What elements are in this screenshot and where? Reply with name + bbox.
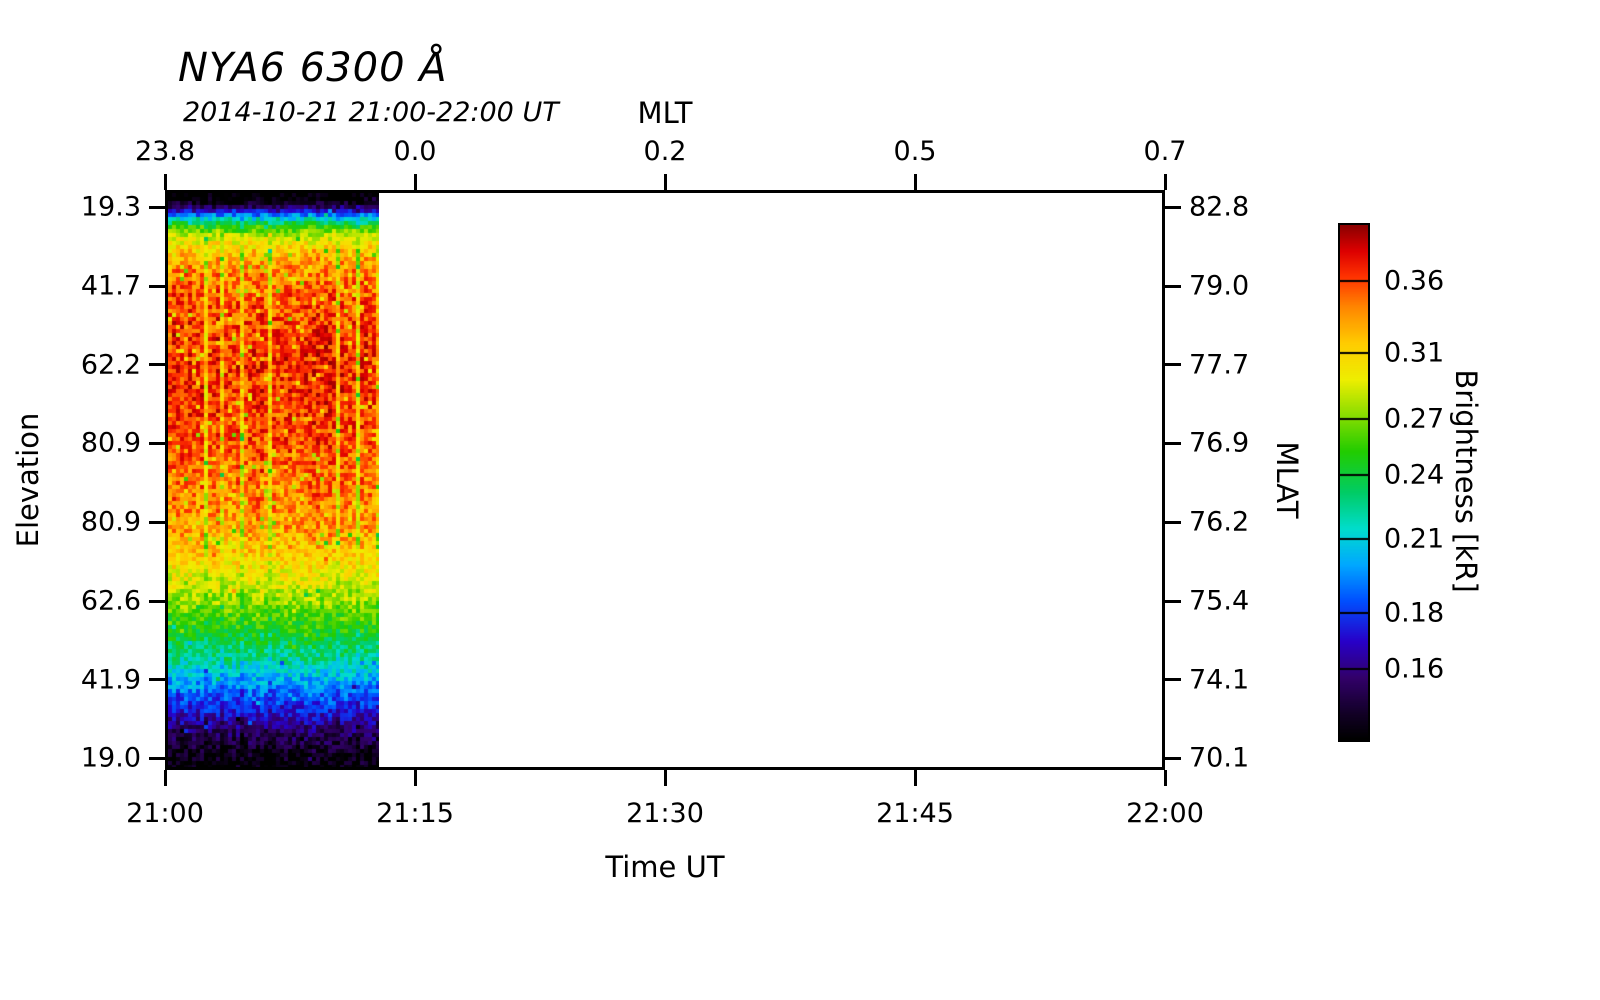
- left-axis-tick-label: 41.7: [80, 270, 141, 302]
- left-axis-tick: [149, 756, 165, 760]
- left-axis-tick: [149, 363, 165, 367]
- right-axis-tick: [1165, 599, 1181, 603]
- colorbar-tick-label: 0.31: [1384, 337, 1445, 369]
- colorbar-tick-label: 0.24: [1384, 459, 1445, 491]
- top-axis-tick-label: 0.7: [1143, 136, 1187, 167]
- top-axis-tick: [163, 174, 167, 190]
- right-axis-tick: [1165, 441, 1181, 445]
- right-axis-tick: [1165, 363, 1181, 367]
- x-axis-tick-label: 21:30: [626, 798, 704, 829]
- x-axis-tick: [1163, 770, 1167, 786]
- colorbar-tick-label: 0.36: [1384, 265, 1445, 297]
- right-axis-tick-label: 79.0: [1189, 270, 1250, 302]
- right-axis-tick: [1165, 678, 1181, 682]
- top-axis-tick-label: 0.2: [643, 136, 687, 167]
- right-axis-tick-label: 74.1: [1189, 664, 1250, 696]
- left-axis-tick: [149, 284, 165, 288]
- right-axis-tick: [1165, 756, 1181, 760]
- chart-title: NYA6 6300 Å: [178, 45, 448, 91]
- right-axis-tick-label: 82.8: [1189, 191, 1250, 223]
- colorbar: [1338, 223, 1370, 742]
- right-axis-tick: [1165, 205, 1181, 209]
- x-axis-tick-label: 21:00: [126, 798, 204, 829]
- top-axis-tick: [413, 174, 417, 190]
- left-axis-tick-label: 80.9: [80, 506, 141, 538]
- x-axis-tick: [163, 770, 167, 786]
- colorbar-tick-label: 0.16: [1384, 653, 1445, 685]
- x-axis-tick-label: 21:45: [876, 798, 954, 829]
- colorbar-label: Brightness [kR]: [1449, 369, 1483, 593]
- right-axis-tick-label: 77.7: [1189, 349, 1250, 381]
- left-axis-tick-label: 41.9: [80, 664, 141, 696]
- colorbar-tick-label: 0.21: [1384, 523, 1445, 555]
- left-axis-tick: [149, 441, 165, 445]
- left-axis-tick: [149, 599, 165, 603]
- colorbar-tick-label: 0.18: [1384, 597, 1445, 629]
- top-axis-tick: [913, 174, 917, 190]
- heatmap-canvas: [168, 193, 379, 767]
- x-axis-tick: [913, 770, 917, 786]
- right-axis-label: MLAT: [1270, 441, 1304, 519]
- x-axis-tick-label: 22:00: [1126, 798, 1204, 829]
- left-axis-label: Elevation: [11, 412, 45, 548]
- right-axis-tick-label: 76.9: [1189, 427, 1250, 459]
- colorbar-canvas: [1340, 225, 1368, 740]
- right-axis-tick-label: 75.4: [1189, 585, 1250, 617]
- left-axis-tick-label: 62.6: [80, 585, 141, 617]
- bottom-axis-label: Time UT: [605, 850, 725, 884]
- top-axis-tick: [663, 174, 667, 190]
- top-axis-tick-label: 23.8: [134, 136, 196, 167]
- right-axis-tick: [1165, 520, 1181, 524]
- x-axis-tick: [663, 770, 667, 786]
- x-axis-tick-label: 21:15: [376, 798, 454, 829]
- right-axis-tick: [1165, 284, 1181, 288]
- left-axis-tick-label: 19.3: [80, 191, 141, 223]
- right-axis-tick-label: 70.1: [1189, 742, 1250, 774]
- colorbar-tick-label: 0.27: [1384, 403, 1445, 435]
- left-axis-tick: [149, 205, 165, 209]
- left-axis-tick-label: 62.2: [80, 349, 141, 381]
- left-axis-tick-label: 19.0: [80, 742, 141, 774]
- top-axis-tick-label: 0.0: [393, 136, 437, 167]
- left-axis-tick: [149, 520, 165, 524]
- right-axis-tick-label: 76.2: [1189, 506, 1250, 538]
- plot-frame: [165, 190, 1165, 770]
- chart-subtitle: 2014-10-21 21:00-22:00 UT: [183, 97, 559, 128]
- top-axis-tick: [1163, 174, 1167, 190]
- left-axis-tick-label: 80.9: [80, 427, 141, 459]
- left-axis-tick: [149, 678, 165, 682]
- top-axis-label: MLT: [637, 96, 693, 130]
- top-axis-tick-label: 0.5: [893, 136, 937, 167]
- x-axis-tick: [413, 770, 417, 786]
